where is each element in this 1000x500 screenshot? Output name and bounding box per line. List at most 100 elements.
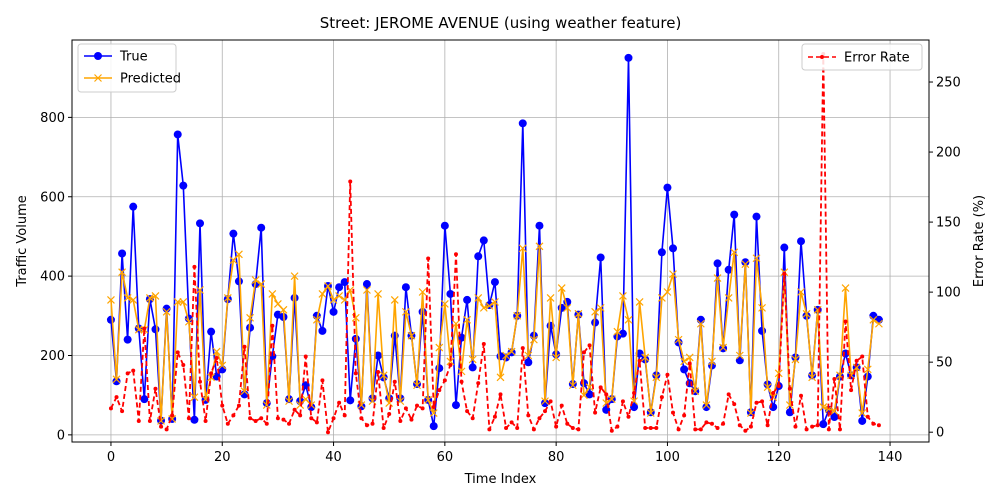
- data-point: [737, 423, 742, 428]
- data-point: [474, 294, 483, 302]
- data-point: [392, 379, 397, 384]
- data-point: [490, 278, 499, 287]
- data-point: [279, 305, 288, 314]
- data-point: [641, 353, 650, 362]
- data-point: [702, 403, 711, 412]
- data-point: [381, 425, 386, 430]
- data-point: [793, 424, 798, 429]
- data-point: [529, 335, 538, 344]
- data-point: [676, 427, 681, 432]
- data-point: [665, 372, 670, 377]
- data-point: [463, 315, 472, 324]
- data-point: [854, 358, 859, 363]
- data-point: [346, 396, 355, 405]
- data-point: [268, 290, 277, 298]
- data-point: [379, 371, 388, 380]
- data-point: [257, 223, 266, 232]
- data-point: [741, 260, 750, 269]
- data-point: [704, 420, 709, 425]
- data-point: [120, 409, 125, 414]
- data-point: [587, 343, 592, 348]
- data-point: [504, 425, 509, 430]
- data-point: [568, 381, 577, 390]
- data-point: [236, 403, 241, 408]
- data-point: [418, 288, 427, 296]
- data-point: [337, 400, 342, 405]
- y-tick-label-left: 400: [40, 270, 65, 285]
- data-point: [724, 265, 733, 274]
- data-point: [147, 418, 152, 423]
- data-point: [446, 289, 455, 298]
- data-point: [498, 392, 503, 397]
- data-point: [758, 303, 766, 312]
- data-point: [648, 425, 653, 430]
- data-point: [270, 323, 275, 328]
- data-point: [235, 250, 243, 259]
- series-error-rate: [108, 52, 881, 435]
- legend-entry: Predicted: [84, 72, 181, 87]
- data-point: [624, 53, 633, 62]
- data-point: [179, 297, 188, 306]
- data-point: [804, 427, 809, 432]
- y-tick-label-right: 200: [936, 146, 961, 161]
- data-point: [451, 401, 460, 410]
- data-point: [398, 418, 403, 423]
- plot-frame: [71, 39, 930, 443]
- legend-right-box: [801, 43, 923, 71]
- data-point: [192, 264, 197, 269]
- data-point: [713, 274, 722, 283]
- data-point: [574, 309, 583, 318]
- data-point: [797, 288, 805, 296]
- x-tick-label: 0: [107, 450, 115, 465]
- data-point: [507, 347, 516, 356]
- data-point: [726, 392, 731, 397]
- data-point: [637, 358, 642, 363]
- data-point: [303, 354, 308, 359]
- data-point: [112, 375, 121, 384]
- data-point: [541, 399, 550, 408]
- data-point: [162, 307, 171, 316]
- data-point: [275, 416, 280, 421]
- data-point: [491, 297, 499, 306]
- data-point: [713, 259, 722, 268]
- data-point: [242, 344, 247, 349]
- legend-label: Error Rate: [844, 51, 910, 66]
- data-point: [353, 371, 358, 376]
- x-tick-label: 60: [437, 450, 454, 465]
- data-point: [741, 258, 750, 267]
- data-point: [563, 303, 572, 312]
- data-point: [819, 420, 828, 429]
- data-point: [708, 357, 716, 366]
- data-point: [702, 401, 711, 410]
- data-point: [292, 407, 297, 412]
- data-point: [195, 219, 204, 228]
- data-point: [426, 256, 431, 261]
- data-point: [787, 386, 792, 391]
- data-point: [526, 413, 531, 418]
- data-point: [259, 416, 264, 421]
- data-point: [479, 236, 488, 245]
- data-point: [401, 307, 410, 316]
- data-point: [721, 421, 726, 426]
- data-point: [140, 395, 149, 404]
- legend-entry: Error Rate: [808, 51, 910, 66]
- data-point: [446, 357, 455, 366]
- data-point: [643, 425, 648, 430]
- data-point: [362, 280, 371, 289]
- data-point: [123, 294, 132, 302]
- data-point: [598, 385, 603, 390]
- data-point: [340, 278, 349, 287]
- data-point: [253, 418, 258, 423]
- y-tick-label-right: 50: [936, 356, 953, 371]
- x-tick-label: 140: [878, 450, 903, 465]
- data-point: [248, 416, 253, 421]
- data-point: [359, 416, 364, 421]
- data-point: [318, 326, 327, 335]
- data-point: [314, 420, 319, 425]
- data-point: [218, 365, 227, 374]
- data-point: [157, 417, 165, 425]
- data-point: [329, 296, 338, 304]
- data-point: [596, 253, 605, 262]
- data-point: [234, 277, 243, 286]
- data-point: [470, 416, 475, 421]
